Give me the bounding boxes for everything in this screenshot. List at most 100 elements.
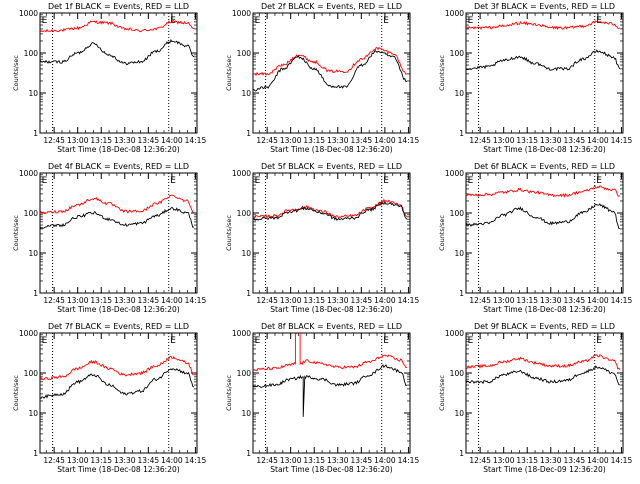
x-tick-label: 13:30 xyxy=(540,136,562,145)
event-marker: E xyxy=(255,336,261,346)
event-marker: E xyxy=(596,336,602,346)
y-tick-label: 1 xyxy=(246,129,251,138)
x-tick-label: 13:15 xyxy=(516,136,538,145)
x-tick-label: 13:30 xyxy=(114,296,136,305)
events-series-line xyxy=(40,368,195,399)
plot-frame xyxy=(39,12,198,134)
plot-frame xyxy=(252,172,411,294)
x-tick-label: 13:00 xyxy=(493,136,515,145)
x-tick-label: 13:00 xyxy=(493,456,515,465)
x-axis-label: Start Time (18-Dec-08 12:36:20) xyxy=(270,465,392,474)
x-axis-label: Start Time (18-Dec-08 12:36:20) xyxy=(270,305,392,314)
x-axis-label: Start Time (18-Dec-08 12:36:20) xyxy=(483,305,605,314)
events-series-line xyxy=(466,49,621,72)
x-tick-label: 13:30 xyxy=(327,296,349,305)
event-marker: E xyxy=(170,176,176,186)
detector-panel: Det 3f BLACK = Events, RED = LLD 1 10 100 10… xyxy=(438,2,632,154)
x-axis-label: Start Time (18-Dec-08 12:36:20) xyxy=(57,465,179,474)
plot-frame xyxy=(39,332,198,454)
y-axis-label: Counts/sec xyxy=(12,215,20,251)
x-tick-label: 13:15 xyxy=(516,296,538,305)
y-axis-label: Counts/sec xyxy=(225,215,233,251)
x-tick-label: 13:15 xyxy=(90,456,112,465)
events-series-line xyxy=(40,206,195,229)
x-tick-label: 13:45 xyxy=(564,456,586,465)
events-series-line xyxy=(253,364,408,417)
y-tick-label: 100 xyxy=(24,369,39,378)
x-tick-label: 12:45 xyxy=(256,456,278,465)
x-tick-label: 13:00 xyxy=(67,456,89,465)
x-tick-label: 13:15 xyxy=(303,456,325,465)
x-tick-label: 13:00 xyxy=(67,296,89,305)
lld-series-line xyxy=(466,185,621,198)
x-tick-label: 13:15 xyxy=(516,456,538,465)
y-axis-label: Counts/sec xyxy=(12,375,20,411)
x-tick-label: 13:00 xyxy=(280,456,302,465)
panel-title: Det 3f BLACK = Events, RED = LLD xyxy=(474,2,615,11)
panel-title: Det 4f BLACK = Events, RED = LLD xyxy=(48,162,189,171)
y-tick-label: 10 xyxy=(241,409,251,418)
y-axis-label: Counts/sec xyxy=(438,215,446,251)
lld-series-line xyxy=(40,19,195,33)
y-tick-label: 100 xyxy=(450,369,465,378)
event-marker: E xyxy=(170,336,176,346)
y-tick-label: 1 xyxy=(33,129,38,138)
events-series-line xyxy=(253,49,408,92)
panel-title: Det 6f BLACK = Events, RED = LLD xyxy=(474,162,615,171)
x-tick-label: 13:00 xyxy=(280,296,302,305)
x-tick-label: 13:15 xyxy=(303,136,325,145)
x-tick-label: 12:45 xyxy=(43,456,65,465)
y-tick-label: 1000 xyxy=(445,9,464,18)
panel-title: Det 2f BLACK = Events, RED = LLD xyxy=(261,2,402,11)
plot-frame xyxy=(39,172,198,294)
x-tick-label: 13:30 xyxy=(327,136,349,145)
x-tick-label: 13:15 xyxy=(90,296,112,305)
panel-title: Det 1f BLACK = Events, RED = LLD xyxy=(48,2,189,11)
y-tick-label: 1000 xyxy=(445,329,464,338)
x-tick-label: 13:15 xyxy=(90,136,112,145)
x-tick-label: 14:15 xyxy=(398,136,420,145)
x-tick-label: 13:00 xyxy=(67,136,89,145)
event-marker: E xyxy=(255,16,261,26)
event-marker: E xyxy=(383,176,389,186)
lld-series-line xyxy=(253,198,408,219)
event-marker: E xyxy=(596,16,602,26)
event-marker: E xyxy=(42,336,48,346)
y-tick-label: 100 xyxy=(450,49,465,58)
x-tick-label: 14:00 xyxy=(587,136,609,145)
plot-frame xyxy=(465,172,624,294)
x-axis-label: Start Time (18-Dec-08 12:36:20) xyxy=(483,145,605,154)
x-axis-label: Start Time (18-Dec-09 12:36:20) xyxy=(483,465,605,474)
panel-title: Det 8f BLACK = Events, RED = LLD xyxy=(261,322,402,331)
event-marker: E xyxy=(383,336,389,346)
x-tick-label: 14:00 xyxy=(161,136,183,145)
event-marker: E xyxy=(42,16,48,26)
events-series-line xyxy=(253,200,408,222)
y-axis-label: Counts/sec xyxy=(12,55,20,91)
event-marker: E xyxy=(468,176,474,186)
event-marker: E xyxy=(42,176,48,186)
y-tick-label: 100 xyxy=(237,49,252,58)
x-tick-label: 13:30 xyxy=(114,136,136,145)
x-tick-label: 13:45 xyxy=(351,456,373,465)
panel-title: Det 9f BLACK = Events, RED = LLD xyxy=(474,322,615,331)
y-tick-label: 1 xyxy=(246,449,251,458)
event-marker: E xyxy=(383,16,389,26)
y-tick-label: 100 xyxy=(450,209,465,218)
y-tick-label: 10 xyxy=(454,249,464,258)
y-tick-label: 10 xyxy=(28,409,38,418)
x-tick-label: 14:15 xyxy=(611,136,633,145)
event-marker: E xyxy=(596,176,602,186)
x-tick-label: 14:00 xyxy=(161,296,183,305)
y-tick-label: 100 xyxy=(24,209,39,218)
x-tick-label: 14:15 xyxy=(611,456,633,465)
x-tick-label: 13:45 xyxy=(564,296,586,305)
lld-series-line xyxy=(253,333,408,372)
x-axis-label: Start Time (18-Dec-08 12:36:20) xyxy=(270,145,392,154)
panel-title: Det 7f BLACK = Events, RED = LLD xyxy=(48,322,189,331)
x-axis-label: Start Time (18-Dec-08 12:36:20) xyxy=(57,145,179,154)
detector-panel: Det 6f BLACK = Events, RED = LLD 1 10 100 10… xyxy=(438,162,632,314)
x-tick-label: 14:15 xyxy=(398,456,420,465)
